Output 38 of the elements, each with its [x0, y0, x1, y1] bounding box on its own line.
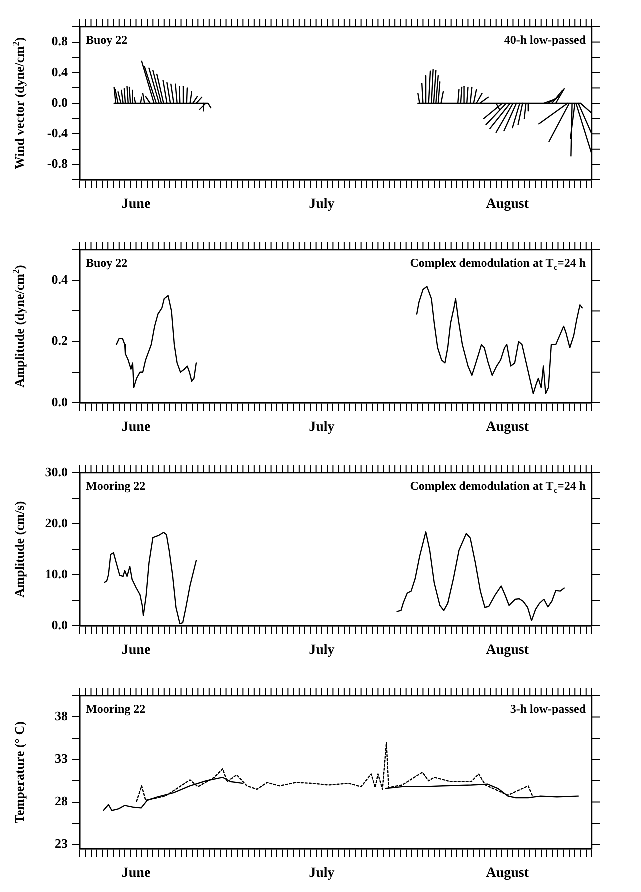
y-tick-label: 28: [55, 794, 68, 809]
x-tick-label: August: [486, 866, 530, 882]
x-tick-label: June: [122, 197, 151, 212]
annotation: Mooring 22: [86, 702, 146, 716]
x-tick-label: June: [122, 420, 151, 436]
y-tick-label: -0.8: [47, 156, 68, 172]
y-tick-label: 23: [55, 836, 68, 852]
x-tick-label: June: [122, 643, 151, 658]
x-tick-label: August: [486, 643, 530, 658]
y-tick-label: 0.2: [52, 333, 68, 348]
x-tick-label: July: [309, 197, 335, 212]
x-tick-label: August: [486, 420, 530, 436]
y-tick-label: 0.0: [52, 394, 68, 410]
annotation: Buoy 22: [86, 256, 128, 270]
y-tick-label: 0.0: [52, 617, 68, 632]
x-tick-label: August: [486, 197, 530, 212]
y-tick-label: 0.0: [52, 94, 68, 110]
y-axis-title: Amplitude (cm/s): [12, 501, 27, 598]
y-tick-label: 38: [55, 708, 68, 724]
y-tick-label: 0.4: [52, 272, 68, 287]
annotation: Buoy 22: [86, 33, 128, 47]
y-tick-label: 33: [55, 751, 68, 766]
x-tick-label: July: [309, 420, 335, 436]
y-tick-label: 0.4: [52, 64, 68, 80]
y-axis-title: Amplitude (dyne/cm2): [10, 265, 27, 388]
x-tick-label: July: [309, 643, 335, 658]
y-axis-title: Temperature (° C): [12, 722, 27, 824]
x-tick-label: July: [309, 866, 335, 882]
y-tick-label: -0.4: [47, 125, 68, 140]
annotation: Mooring 22: [86, 479, 146, 493]
x-tick-label: June: [122, 866, 151, 882]
y-tick-label: 20.0: [45, 515, 68, 530]
annotation: 3-h low-passed: [510, 702, 586, 716]
y-tick-label: 10.0: [45, 566, 68, 582]
y-tick-label: 0.8: [52, 34, 68, 49]
y-tick-label: 30.0: [45, 464, 68, 480]
annotation: 40-h low-passed: [504, 33, 586, 47]
y-axis-title: Wind vector (dyne/cm2): [10, 37, 27, 170]
